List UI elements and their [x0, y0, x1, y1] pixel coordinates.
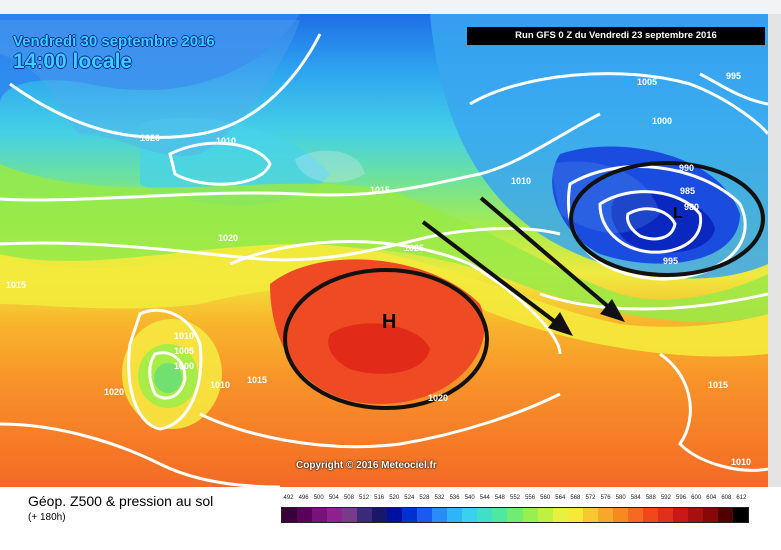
- legend-swatch: [342, 508, 358, 522]
- legend-swatch: [402, 508, 418, 522]
- pressure-label: 1015: [6, 280, 27, 290]
- legend-swatch: [717, 508, 733, 522]
- legend-swatch: [357, 508, 373, 522]
- legend-swatch: [417, 508, 433, 522]
- legend-tick: 564: [555, 495, 566, 501]
- legend-title: Géop. Z500 & pression au sol: [28, 493, 214, 509]
- legend-swatch: [507, 508, 523, 522]
- legend-swatch: [672, 508, 688, 522]
- pressure-label: 1010: [174, 331, 195, 341]
- pressure-label: 1015: [708, 380, 729, 390]
- legend-swatch: [297, 508, 313, 522]
- legend-swatch: [312, 508, 328, 522]
- legend-swatch: [702, 508, 718, 522]
- legend-swatch: [282, 508, 298, 522]
- legend-tick: 608: [721, 495, 732, 501]
- legend-tick: 584: [630, 495, 641, 501]
- pressure-label: 1000: [652, 116, 673, 126]
- legend-tick: 520: [389, 495, 400, 501]
- legend-swatch: [522, 508, 538, 522]
- legend-swatch: [582, 508, 598, 522]
- pressure-label: 1020: [140, 133, 161, 143]
- legend-swatch: [447, 508, 463, 522]
- legend-swatch: [642, 508, 658, 522]
- legend-swatch: [372, 508, 388, 522]
- legend-swatch: [462, 508, 478, 522]
- legend-tick: 596: [676, 495, 687, 501]
- legend-tick: 548: [494, 495, 505, 501]
- pressure-label: 1020: [218, 233, 239, 243]
- pressure-label: 1000: [174, 361, 195, 371]
- legend-tick: 516: [374, 495, 385, 501]
- legend-swatch: [492, 508, 508, 522]
- map-date-title: Vendredi 30 septembre 2016: [13, 33, 215, 50]
- pressure-label: 985: [680, 186, 696, 196]
- legend-tick: 544: [479, 495, 490, 501]
- low-pressure-label: L: [673, 205, 683, 222]
- legend-tick: 536: [449, 495, 460, 501]
- pressure-label: 1025: [404, 243, 425, 253]
- legend-tick: 588: [645, 495, 656, 501]
- legend-tick: 524: [404, 495, 415, 501]
- pressure-label: 995: [726, 71, 742, 81]
- pressure-label: 1020: [428, 393, 449, 403]
- legend-tick: 528: [419, 495, 430, 501]
- pressure-label: 1010: [216, 136, 237, 146]
- legend-swatch: [327, 508, 343, 522]
- pressure-label: 1015: [247, 375, 268, 385]
- legend-tick: 500: [313, 495, 324, 501]
- legend-tick: 576: [600, 495, 611, 501]
- legend-tick: 492: [283, 495, 294, 501]
- browser-top-strip: [0, 0, 781, 15]
- pressure-label: 1005: [174, 346, 195, 356]
- legend-color-scale: [281, 507, 749, 523]
- legend-tick: 612: [736, 495, 747, 501]
- run-info-box: Run GFS 0 Z du Vendredi 23 septembre 201…: [467, 27, 765, 45]
- map-canvas: [0, 14, 768, 487]
- pressure-label: 1010: [210, 380, 231, 390]
- pressure-label: 1005: [637, 77, 658, 87]
- legend-tick: 512: [359, 495, 370, 501]
- pressure-label: 995: [663, 256, 679, 266]
- legend-tick: 532: [434, 495, 445, 501]
- pressure-label: 1010: [731, 457, 752, 467]
- copyright-text: Copyright © 2016 Meteociel.fr: [296, 460, 437, 471]
- pressure-label: 980: [684, 202, 700, 212]
- legend-tick: 540: [464, 495, 475, 501]
- legend-tick: 504: [328, 495, 339, 501]
- pressure-label: 1020: [104, 387, 125, 397]
- legend-tick: 552: [509, 495, 520, 501]
- legend-swatch: [687, 508, 703, 522]
- legend-swatch: [567, 508, 583, 522]
- legend-swatch: [477, 508, 493, 522]
- map-time-title: 14:00 locale: [13, 50, 133, 73]
- legend-swatch: [657, 508, 673, 522]
- legend-tick: 568: [570, 495, 581, 501]
- high-pressure-label: H: [382, 311, 397, 333]
- legend-subtitle: (+ 180h): [28, 512, 66, 523]
- legend-tick: 560: [540, 495, 551, 501]
- legend-swatch: [612, 508, 628, 522]
- pressure-label: 1010: [511, 176, 532, 186]
- legend-swatch: [597, 508, 613, 522]
- legend-tick: 592: [660, 495, 671, 501]
- vertical-scrollbar[interactable]: [768, 14, 781, 487]
- weather-map: [0, 14, 768, 487]
- legend-swatch: [432, 508, 448, 522]
- legend-swatch: [552, 508, 568, 522]
- legend-tick: 600: [691, 495, 702, 501]
- legend-tick: 556: [525, 495, 536, 501]
- legend-tick: 496: [298, 495, 309, 501]
- pressure-label: 1015: [370, 185, 391, 195]
- legend-tick: 508: [343, 495, 354, 501]
- legend-tick: 572: [585, 495, 596, 501]
- pressure-label: 990: [679, 163, 695, 173]
- legend-swatch: [537, 508, 553, 522]
- legend-swatch: [387, 508, 403, 522]
- legend-tick: 580: [615, 495, 626, 501]
- legend-tick: 604: [706, 495, 717, 501]
- legend-tick-labels: 492 496 500 504 508 512 516 520 524 528 532 536 540 5…: [281, 495, 749, 504]
- legend-swatch: [627, 508, 643, 522]
- legend-swatch: [732, 508, 748, 522]
